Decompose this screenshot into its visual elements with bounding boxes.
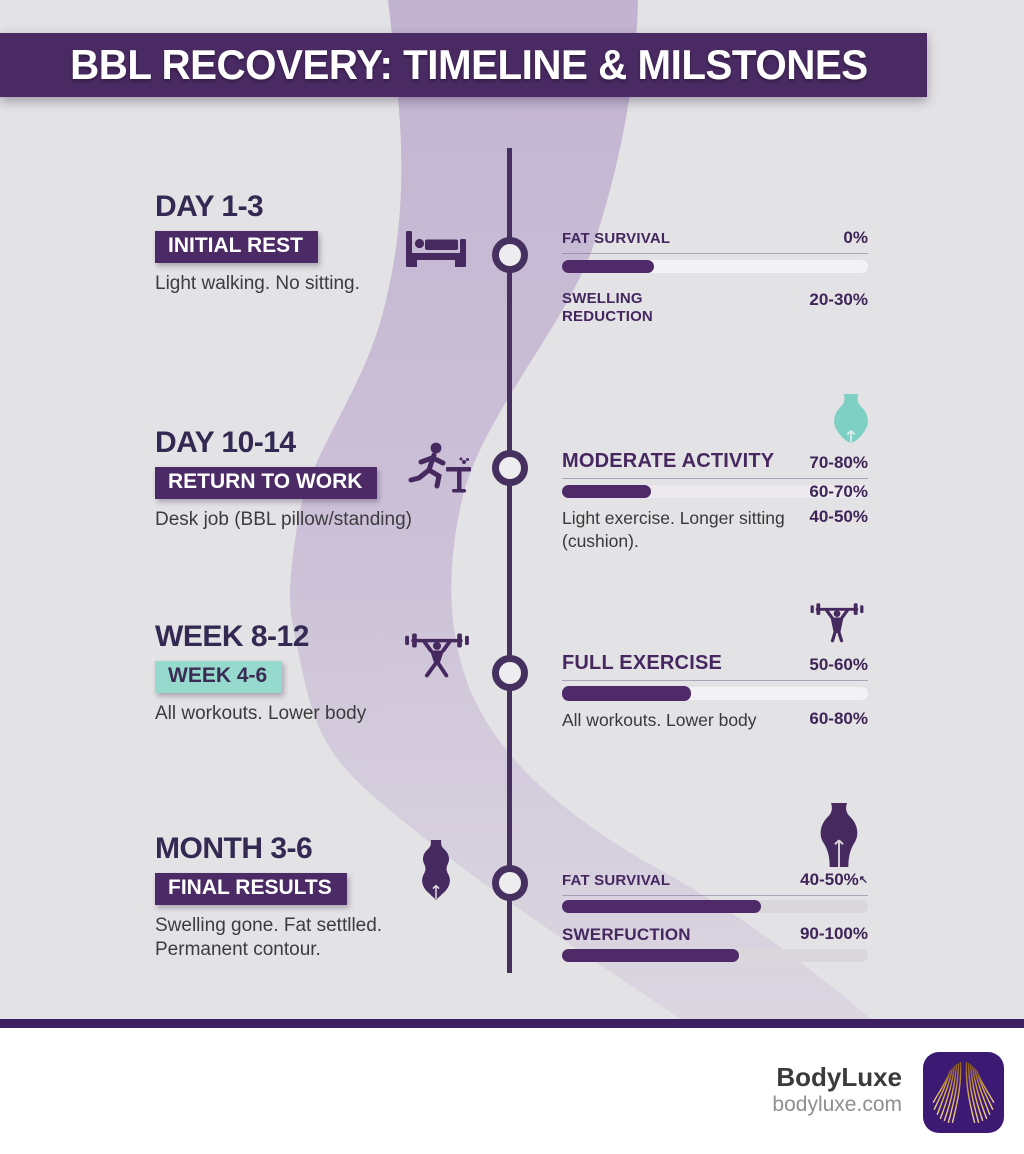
footer: BodyLuxe bodyluxe.com	[0, 1028, 1024, 1154]
stat-label: FAT SURVIVAL	[562, 872, 671, 889]
stat-value: 90-100%	[799, 924, 868, 943]
stat-value: 40-50%	[809, 507, 868, 526]
female-body-icon	[422, 840, 450, 900]
milestone-2-period: DAY 10-14	[155, 426, 296, 459]
weightlifter-icon	[810, 603, 864, 643]
progress-bar-fill	[562, 485, 651, 498]
brand-name: BodyLuxe	[776, 1062, 902, 1092]
hips-silhouette-purple-icon	[820, 803, 858, 867]
stat-description: Light exercise. Longer sitting (cushion)…	[562, 508, 785, 551]
milestone-3-description: All workouts. Lower body	[155, 703, 367, 724]
stat-description: All workouts. Lower body	[562, 710, 757, 730]
milestone-1-badge: INITIAL REST	[155, 231, 318, 263]
progress-bar	[562, 686, 868, 701]
golden-wings-logo	[923, 1052, 1004, 1133]
timeline-node-4	[492, 865, 528, 901]
stat-value: 40-50%↖	[800, 870, 868, 889]
page-title: BBL RECOVERY: TIMELINE & MILSTONES	[70, 41, 868, 88]
stat-value: 60-70%	[809, 482, 868, 501]
milestone-1-description: Light walking. No sitting.	[155, 273, 360, 294]
timeline-line	[507, 148, 512, 973]
milestone-2-stats: MODERATE ACTIVITY 70-80% 60-70% Light ex…	[562, 394, 868, 553]
stat-value: 0%	[843, 228, 868, 247]
milestone-3-period: WEEK 8-12	[155, 620, 309, 653]
brand-block: BodyLuxe bodyluxe.com	[772, 1062, 902, 1118]
stat-label: FAT SURVIVAL	[562, 230, 671, 247]
hips-silhouette-teal-icon	[834, 394, 868, 443]
progress-bar-fill	[562, 949, 740, 962]
stat-label: SWERFUCTION	[562, 925, 691, 944]
wing-left	[932, 1062, 962, 1124]
milestone-4-description: Swelling gone. Fat settlled. Permanent c…	[155, 915, 383, 960]
milestone-3-left: WEEK 8-12 WEEK 4-6 All workouts. Lower b…	[155, 620, 490, 726]
progress-bar-fill	[562, 900, 761, 913]
stat-heading: MODERATE ACTIVITY	[562, 450, 775, 472]
milestone-4-badge: FINAL RESULTS	[155, 873, 347, 905]
weightlifter-icon	[405, 633, 469, 678]
progress-bar-fill	[562, 260, 654, 273]
stat-label: SWELLING REDUCTION	[562, 290, 653, 325]
stat-value: 70-80%	[809, 453, 868, 472]
divider	[562, 895, 868, 896]
wing-right	[965, 1062, 995, 1124]
progress-bar: 60-70%	[562, 482, 868, 501]
milestone-2-description: Desk job (BBL pillow/standing)	[155, 509, 412, 530]
milestone-2-left: DAY 10-14 RETURN TO WORK Desk job (BBL p…	[155, 426, 490, 532]
stat-value: 60-80%	[809, 709, 868, 728]
milestone-3-stats: FULL EXERCISE 50-60% All workouts. Lower…	[562, 603, 868, 732]
bed-icon	[406, 231, 466, 267]
milestone-1-left: DAY 1-3 INITIAL REST Light walking. No s…	[155, 190, 490, 296]
progress-bar-fill	[562, 686, 691, 701]
timeline-node-3	[492, 655, 528, 691]
running-to-desk-icon	[408, 442, 471, 493]
footer-divider-stripe	[0, 1019, 1024, 1028]
progress-bar	[562, 900, 868, 913]
divider	[562, 478, 868, 479]
stat-value: 50-60%	[809, 655, 868, 674]
cursor-mark: ↖	[858, 874, 868, 886]
divider	[562, 680, 868, 681]
milestone-3-badge: WEEK 4-6	[155, 661, 283, 693]
divider	[562, 253, 868, 254]
milestone-4-left: MONTH 3-6 FINAL RESULTS Swelling gone. F…	[155, 832, 477, 962]
header-banner: BBL RECOVERY: TIMELINE & MILSTONES	[0, 33, 927, 97]
milestone-4-stats: FAT SURVIVAL 40-50%↖ SWERFUCTION 90-100%	[562, 803, 868, 962]
progress-bar	[562, 260, 868, 273]
progress-bar	[562, 949, 868, 962]
stat-heading: FULL EXERCISE	[562, 652, 723, 674]
milestone-4-period: MONTH 3-6	[155, 832, 313, 865]
timeline-node-2	[492, 450, 528, 486]
milestone-1-stats: FAT SURVIVAL 0% SWELLING REDUCTION 20-30…	[562, 228, 868, 326]
brand-website: bodyluxe.com	[772, 1093, 902, 1116]
timeline-node-1	[492, 237, 528, 273]
milestone-1-period: DAY 1-3	[155, 190, 264, 223]
milestone-2-badge: RETURN TO WORK	[155, 467, 378, 499]
stat-value: 20-30%	[809, 290, 868, 309]
